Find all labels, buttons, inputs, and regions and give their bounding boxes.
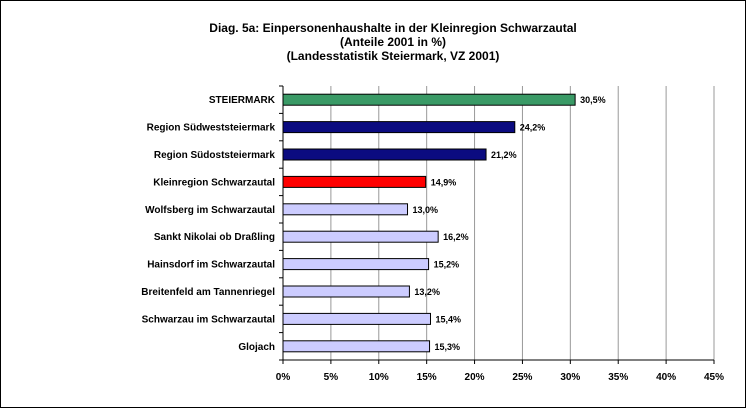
bar bbox=[282, 340, 431, 353]
data-label: 21,2% bbox=[491, 150, 517, 160]
category-label: Breitenfeld am Tannenriegel bbox=[141, 287, 275, 298]
x-tick-label: 20% bbox=[465, 372, 485, 383]
x-tick-label: 10% bbox=[369, 372, 389, 383]
data-label: 15,3% bbox=[435, 342, 461, 352]
x-tick-label: 15% bbox=[417, 372, 437, 383]
bar bbox=[282, 285, 410, 298]
bar bbox=[282, 93, 576, 106]
bar bbox=[282, 148, 487, 161]
bar bbox=[282, 258, 430, 271]
category-label: Schwarzau im Schwarzautal bbox=[142, 314, 276, 325]
bar bbox=[282, 121, 516, 134]
bar bbox=[282, 312, 431, 325]
chart-title-line-3: (Landesstatistik Steiermark, VZ 2001) bbox=[286, 49, 500, 63]
category-label: Wolfsberg im Schwarzautal bbox=[145, 205, 275, 216]
bar bbox=[282, 203, 409, 216]
data-label: 30,5% bbox=[580, 95, 606, 105]
data-label: 15,4% bbox=[435, 314, 461, 324]
x-tick-label: 0% bbox=[276, 372, 291, 383]
x-tick-label: 25% bbox=[512, 372, 532, 383]
bar bbox=[282, 175, 427, 188]
chart-title-line-1: Diag. 5a: Einpersonenhaushalte in der Kl… bbox=[209, 21, 577, 35]
category-label: STEIERMARK bbox=[209, 95, 276, 106]
data-label: 13,0% bbox=[413, 205, 439, 215]
x-tick-label: 30% bbox=[560, 372, 580, 383]
data-label: 13,2% bbox=[414, 287, 440, 297]
data-label: 24,2% bbox=[520, 123, 546, 133]
x-tick-label: 45% bbox=[704, 372, 724, 383]
x-tick-label: 40% bbox=[656, 372, 676, 383]
data-label: 16,2% bbox=[443, 232, 469, 242]
category-label: Region Südweststeiermark bbox=[147, 123, 276, 134]
category-label: Kleinregion Schwarzautal bbox=[153, 177, 275, 188]
x-tick-label: 35% bbox=[608, 372, 628, 383]
x-tick-label: 5% bbox=[324, 372, 339, 383]
category-label: Hainsdorf im Schwarzautal bbox=[147, 260, 275, 271]
category-label: Glojach bbox=[238, 342, 275, 353]
bar bbox=[282, 230, 439, 243]
data-label: 15,2% bbox=[434, 260, 460, 270]
data-label: 14,9% bbox=[431, 177, 457, 187]
category-label: Region Südoststeiermark bbox=[154, 150, 276, 161]
category-label: Sankt Nikolai ob Draßling bbox=[154, 232, 275, 243]
chart-title-line-2: (Anteile 2001 in %) bbox=[339, 35, 447, 49]
